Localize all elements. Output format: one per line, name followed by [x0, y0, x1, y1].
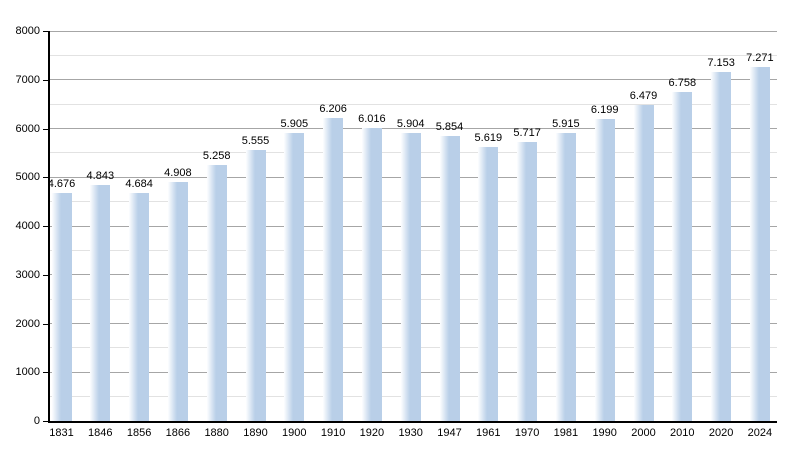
bar-1961 [478, 147, 499, 421]
gridline-minor-7500 [50, 54, 777, 56]
bar-1910 [323, 118, 344, 421]
x-tick-label-1866: 1866 [165, 427, 191, 439]
y-tick-label-0: 0 [33, 415, 40, 427]
value-label-1930: 5.904 [396, 118, 425, 131]
bar-1947 [439, 135, 460, 421]
bar-1930 [400, 133, 421, 421]
y-tick-label-5000: 5000 [15, 171, 40, 184]
x-tick-label-1961: 1961 [476, 427, 501, 439]
y-tick-5000 [43, 177, 48, 179]
y-tick-7000 [43, 79, 48, 81]
value-label-1970: 5.717 [513, 127, 541, 140]
bar-1890 [245, 150, 266, 421]
bar-1970 [517, 142, 538, 421]
value-label-1831: 4.676 [47, 178, 76, 191]
value-label-1990: 6.199 [590, 103, 619, 116]
y-tick-2000 [43, 323, 48, 325]
y-tick-label-6000: 6000 [15, 122, 40, 135]
bar-1856 [129, 192, 150, 421]
plot-area: 4.676 4.843 4.684 4.908 5.258 5.555 5.905 6.206… [47, 30, 777, 423]
x-tick-label-1880: 1880 [204, 427, 229, 439]
gridline-major-7000 [50, 79, 777, 81]
x-tick-label-1900: 1900 [282, 427, 307, 439]
y-tick-3000 [43, 274, 48, 276]
x-tick-label-1990: 1990 [592, 427, 617, 439]
y-tick-0 [43, 421, 48, 422]
x-tick-label-1970: 1970 [514, 427, 540, 439]
value-label-1981: 5.915 [552, 117, 580, 130]
value-label-1900: 5.905 [280, 118, 309, 131]
bar-1866 [167, 181, 188, 421]
y-tick-8000 [43, 31, 48, 32]
y-tick-1000 [43, 372, 48, 374]
value-label-1910: 6.206 [319, 103, 347, 116]
value-label-1961: 5.619 [474, 132, 503, 145]
y-tick-label-1000: 1000 [15, 366, 40, 379]
value-label-2000: 6.479 [629, 90, 658, 103]
value-label-2010: 6.758 [668, 76, 697, 89]
bar-1846 [90, 184, 111, 421]
x-tick-label-1981: 1981 [553, 427, 579, 439]
x-tick-label-1846: 1846 [88, 427, 113, 439]
x-tick-label-2000: 2000 [631, 427, 656, 439]
gridline-major-8000 [50, 30, 777, 32]
y-tick-label-4000: 4000 [15, 220, 40, 232]
value-label-1880: 5.258 [202, 149, 231, 162]
bar-1920 [361, 127, 382, 421]
x-tick-label-1920: 1920 [359, 427, 385, 439]
x-tick-label-1831: 1831 [49, 427, 74, 439]
bar-1880 [206, 164, 227, 421]
x-tick-label-1947: 1947 [437, 427, 462, 439]
value-label-1866: 4.908 [164, 166, 192, 179]
bar-1981 [555, 132, 576, 421]
value-label-1846: 4.843 [86, 169, 115, 182]
value-label-2024: 7.271 [746, 51, 774, 64]
x-tick-label-1930: 1930 [398, 427, 423, 439]
bar-1900 [284, 133, 305, 421]
bar-2024 [749, 66, 770, 421]
y-tick-label-7000: 7000 [15, 73, 40, 86]
bar-2010 [672, 91, 693, 421]
y-tick-4000 [43, 226, 48, 227]
y-tick-label-2000: 2000 [15, 317, 40, 330]
value-label-1890: 5.555 [241, 135, 270, 148]
bar-2020 [711, 72, 732, 421]
bar-1990 [594, 118, 615, 421]
value-label-1947: 5.854 [435, 120, 464, 133]
x-tick-label-2020: 2020 [708, 427, 734, 439]
x-tick-label-1910: 1910 [320, 427, 346, 439]
x-tick-label-1856: 1856 [126, 427, 152, 439]
bar-1831 [51, 193, 72, 421]
y-tick-6000 [43, 128, 48, 130]
gridline-minor-6500 [50, 103, 777, 105]
gridline-major-6000 [50, 128, 777, 129]
value-label-1856: 4.684 [125, 177, 153, 190]
x-tick-label-1890: 1890 [243, 427, 268, 439]
value-label-2020: 7.153 [707, 57, 735, 70]
y-tick-label-8000: 8000 [15, 25, 40, 37]
x-tick-label-2024: 2024 [747, 427, 773, 439]
bar-2000 [633, 105, 654, 421]
y-tick-label-3000: 3000 [15, 268, 40, 281]
value-label-1920: 6.016 [358, 112, 386, 125]
x-tick-label-2010: 2010 [670, 427, 695, 439]
